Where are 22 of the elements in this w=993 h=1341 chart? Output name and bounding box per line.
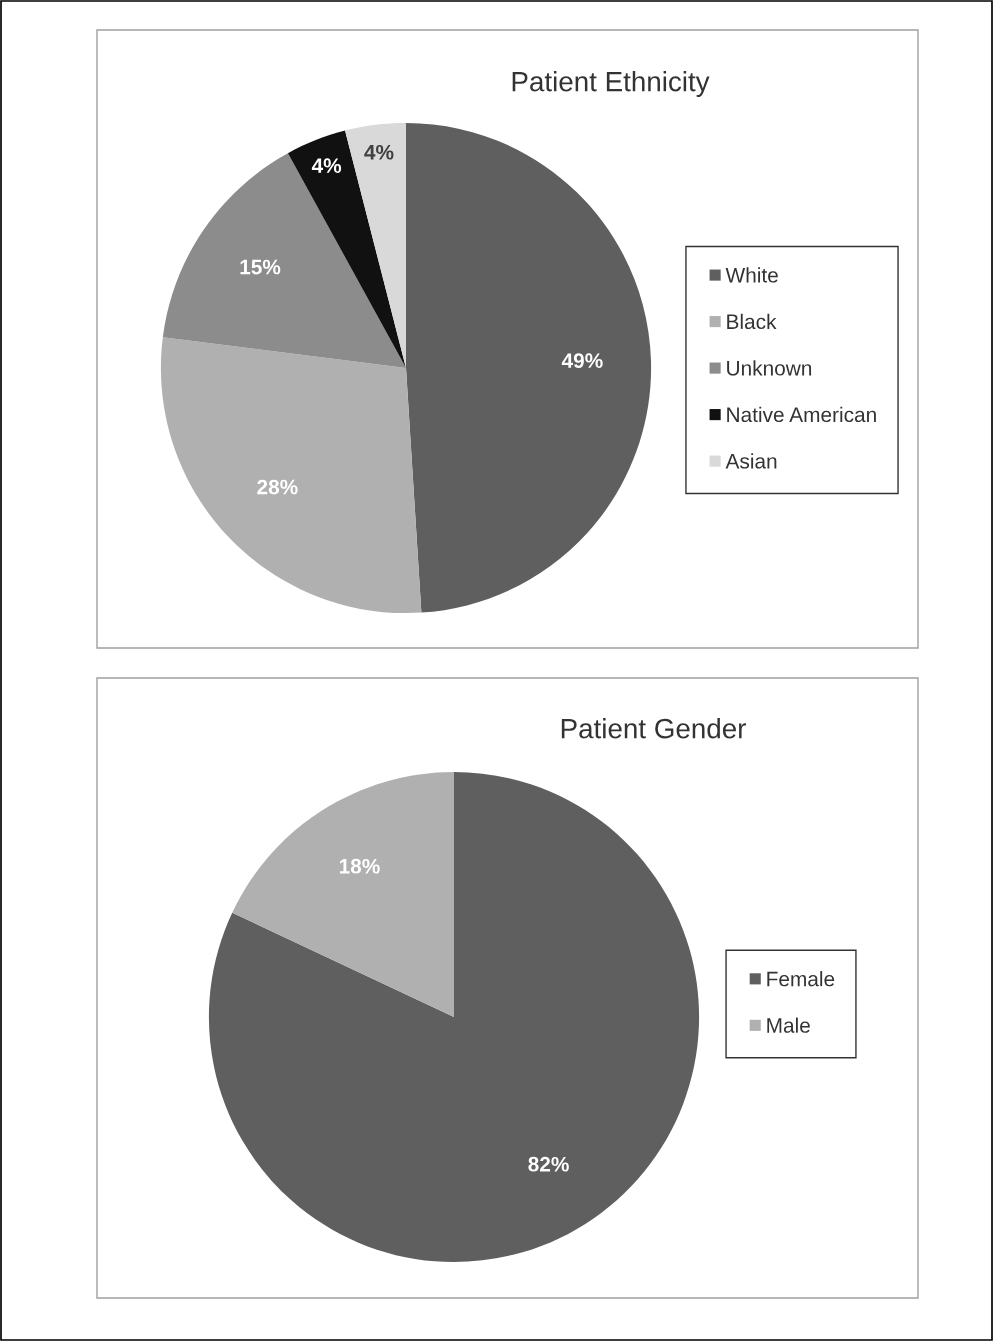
chart-title: Patient Ethnicity (512, 71, 710, 97)
chart-title: Patient Gender (561, 718, 746, 739)
data-label: 18% (339, 858, 380, 874)
data-label: 82% (528, 1156, 569, 1172)
pie-slice (232, 771, 454, 1017)
legend-label: Unknown (727, 360, 812, 376)
legend-label: Female (767, 971, 835, 987)
pie-slice (208, 771, 700, 1263)
data-label: 4% (311, 158, 342, 174)
pie-slice (160, 337, 422, 614)
pie-slice (406, 122, 651, 613)
legend-label: Native American (727, 406, 876, 423)
pie-slice (345, 122, 406, 368)
data-label: 28% (257, 479, 298, 495)
legend-label: Asian (725, 453, 777, 469)
pie-slice (287, 130, 406, 368)
legend-label: Male (767, 1017, 810, 1033)
data-label: 15% (240, 259, 281, 275)
data-label: 4% (364, 144, 394, 160)
data-label: 49% (561, 353, 603, 369)
legend-label: Black (727, 313, 777, 330)
legend-label: White (725, 267, 778, 283)
